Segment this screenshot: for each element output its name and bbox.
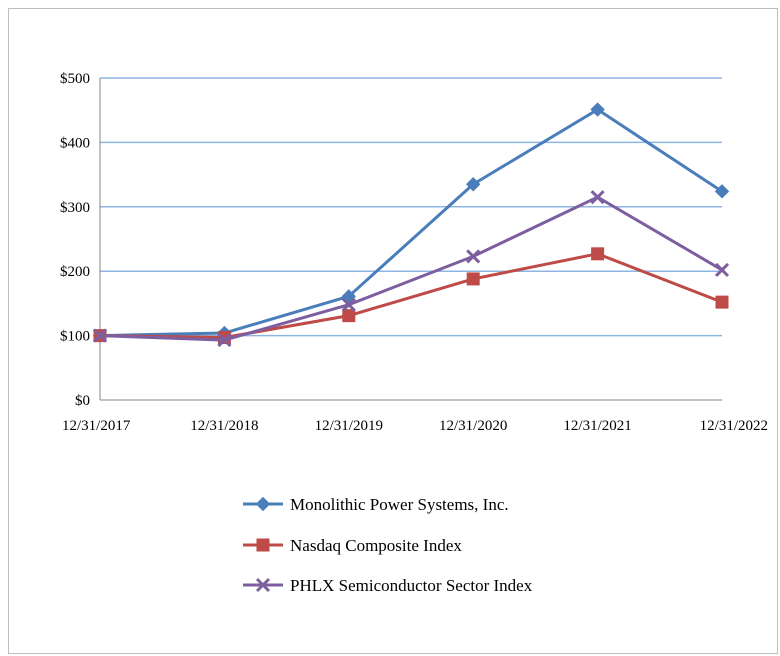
data-point: [590, 190, 605, 205]
legend-entry: PHLX Semiconductor Sector Index: [243, 576, 533, 595]
legend-marker: [255, 577, 271, 593]
legend-marker: [256, 538, 270, 552]
x-tick-labels: 12/31/2017 12/31/2018 12/31/2019 12/31/2020…: [62, 418, 768, 434]
series-3: [92, 190, 730, 348]
y-tick-label: $100: [60, 329, 90, 345]
data-point: [714, 184, 730, 199]
y-tick-label: $500: [60, 71, 90, 87]
x-tick-label: 12/31/2022: [700, 418, 768, 434]
data-point: [217, 333, 232, 348]
data-point: [465, 177, 481, 192]
data-point: [714, 262, 730, 277]
data-point: [342, 309, 356, 323]
series: [92, 102, 730, 348]
legend-entry: Nasdaq Composite Index: [243, 536, 462, 555]
x-tick-label: 12/31/2021: [563, 418, 631, 434]
y-tick-labels: $0 $100 $200 $300 $400 $500: [60, 71, 90, 409]
legend-marker: [255, 496, 271, 512]
axes: [99, 78, 722, 401]
x-tick-label: 12/31/2017: [62, 418, 131, 434]
x-tick-label: 12/31/2019: [315, 418, 383, 434]
y-tick-label: $300: [60, 200, 90, 216]
legend: Monolithic Power Systems, Inc. Nasdaq Com…: [243, 495, 533, 595]
data-point: [92, 328, 108, 343]
series-2: [93, 247, 729, 345]
series-line: [99, 252, 723, 340]
gridlines: [100, 77, 722, 337]
data-point: [590, 102, 605, 117]
y-tick-label: $400: [60, 135, 90, 151]
chart-frame: [8, 8, 778, 654]
legend-label: Monolithic Power Systems, Inc.: [290, 495, 509, 514]
x-tick-label: 12/31/2018: [190, 418, 258, 434]
data-point: [715, 295, 729, 309]
series-line: [99, 108, 723, 338]
y-tick-label: $0: [75, 393, 90, 409]
data-point: [466, 249, 481, 264]
series-line: [99, 195, 723, 342]
data-point: [341, 297, 356, 312]
legend-label: Nasdaq Composite Index: [290, 536, 462, 555]
legend-entry: Monolithic Power Systems, Inc.: [243, 495, 509, 514]
x-tick-label: 12/31/2020: [439, 418, 507, 434]
data-point: [591, 247, 605, 261]
data-point: [466, 272, 480, 286]
y-tick-label: $200: [60, 264, 90, 280]
legend-label: PHLX Semiconductor Sector Index: [290, 576, 533, 595]
series-1: [92, 102, 730, 343]
